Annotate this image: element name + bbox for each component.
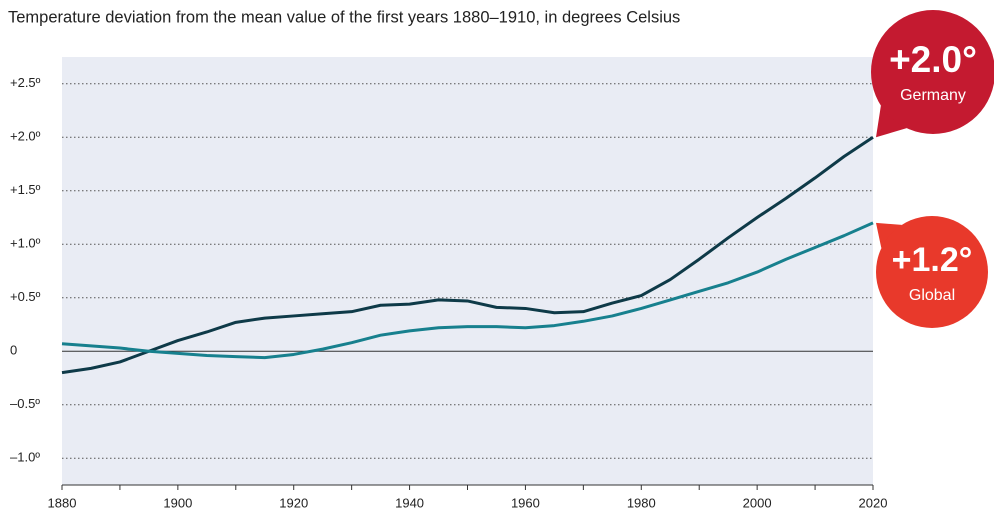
x-tick-label: 1880	[48, 495, 77, 510]
bubble-circle	[871, 10, 994, 134]
y-tick-label: +2.5º	[10, 75, 41, 90]
bubble-pointer	[876, 222, 902, 249]
y-tick-label: +1.5º	[10, 182, 41, 197]
y-tick-label: +2.0º	[10, 129, 41, 144]
value-label: +2.0°	[889, 39, 977, 80]
x-tick-label: 2000	[743, 495, 772, 510]
value-bubble: +1.2° Global	[876, 216, 988, 328]
x-tick-label: 1960	[511, 495, 540, 510]
legend-label: Germany	[900, 87, 966, 104]
y-tick-label: –0.5º	[10, 396, 40, 411]
y-tick-label: +1.0º	[10, 236, 41, 251]
legend-label: Global	[909, 287, 955, 304]
x-tick-label: 1900	[163, 495, 192, 510]
plot-background	[62, 57, 873, 485]
y-tick-label: –1.0º	[10, 450, 40, 465]
chart-subtitle: Temperature deviation from the mean valu…	[8, 8, 680, 26]
value-bubble: +2.0° Germany	[871, 10, 994, 138]
series-line	[61, 136, 874, 375]
x-tick-label: 1980	[627, 495, 656, 510]
y-tick-label: 0	[10, 343, 17, 358]
bubble-circle	[876, 216, 988, 328]
series-line	[61, 221, 874, 360]
x-tick-label: 2020	[859, 495, 888, 510]
x-tick-label: 1940	[395, 495, 424, 510]
x-tick-label: 1920	[279, 495, 308, 510]
value-label: +1.2°	[892, 241, 973, 279]
y-tick-label: +0.5º	[10, 289, 41, 304]
bubble-pointer	[876, 105, 907, 138]
